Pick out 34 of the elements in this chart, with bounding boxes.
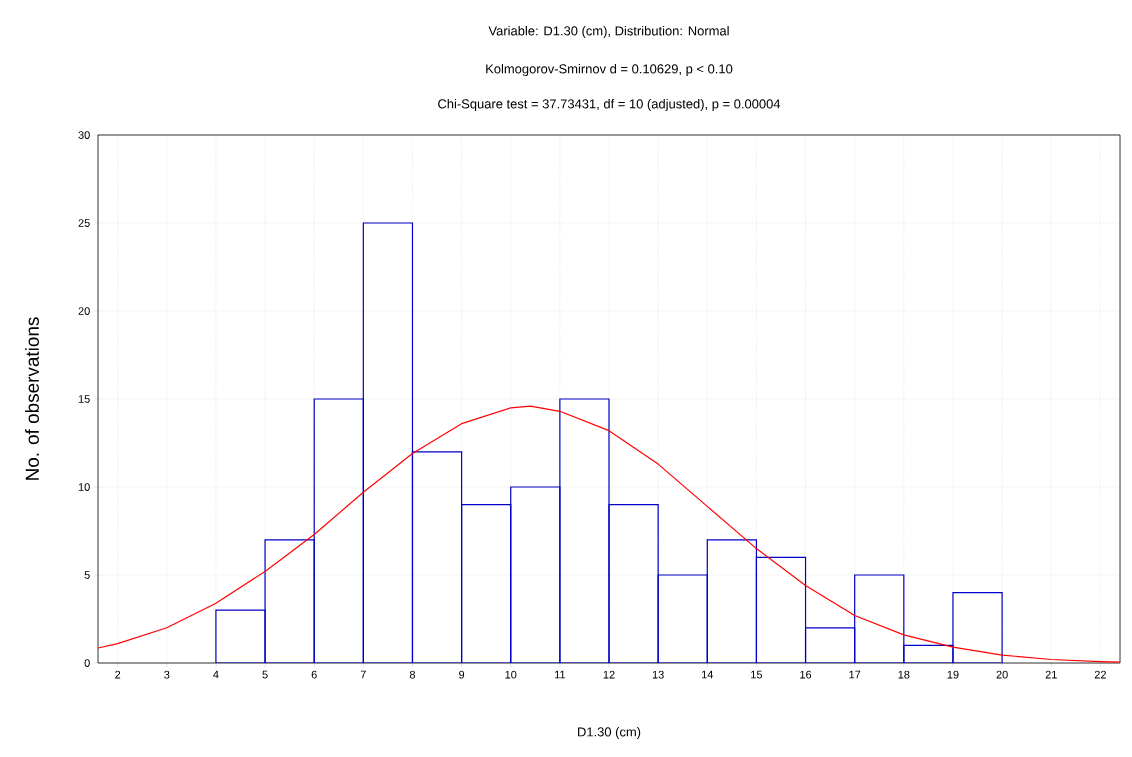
y-tick-label: 25 bbox=[78, 219, 90, 227]
text: Chi-Square test = 37.73431, df = 10 (adjusted), p = 0.00004 bbox=[438, 98, 781, 112]
x-tick-label: 19 bbox=[947, 670, 959, 679]
x-tick-label: 14 bbox=[702, 670, 714, 679]
x-tick-label: 15 bbox=[751, 670, 763, 679]
chart-subtitle: Kolmogorov-Smirnov d = 0.10629, p < 0.10 bbox=[486, 63, 733, 77]
x-tick-label: 18 bbox=[898, 670, 910, 679]
x-tick-label: 12 bbox=[603, 670, 615, 679]
x-tick-label: 16 bbox=[800, 670, 812, 679]
x-tick-label: 17 bbox=[849, 670, 861, 679]
x-axis-title: D1.30 (cm) bbox=[578, 726, 641, 740]
y-axis-title: No. of observations bbox=[25, 317, 39, 480]
x-tick-label: 2 bbox=[115, 670, 121, 679]
x-tick-label: 8 bbox=[409, 670, 416, 679]
y-tick-label: 10 bbox=[78, 483, 90, 491]
y-tick-label: 5 bbox=[84, 571, 90, 579]
y-tick-label: 15 bbox=[78, 395, 90, 403]
y-tick-label: 20 bbox=[78, 307, 90, 315]
x-tick-label: 5 bbox=[262, 670, 268, 679]
chart-title: Variable: D1.30 (cm), Distribution: Normal bbox=[488, 25, 729, 39]
x-tick-label: 10 bbox=[505, 670, 517, 679]
x-tick-label: 13 bbox=[652, 670, 664, 679]
y-tick-label: 30 bbox=[78, 131, 90, 139]
x-tick-label: 21 bbox=[1045, 670, 1057, 679]
x-tick-label: 3 bbox=[164, 670, 170, 679]
x-tick-label: 20 bbox=[996, 670, 1008, 679]
x-tick-label: 7 bbox=[360, 670, 366, 679]
x-tick-label: 9 bbox=[459, 670, 465, 679]
x-tick-label: 4 bbox=[213, 670, 219, 679]
x-tick-label: 6 bbox=[311, 670, 317, 679]
line-series bbox=[98, 405, 1121, 663]
x-tick-label: 22 bbox=[1094, 670, 1106, 679]
y-tick-label: 0 bbox=[84, 659, 90, 667]
x-tick-label: 11 bbox=[555, 670, 566, 679]
